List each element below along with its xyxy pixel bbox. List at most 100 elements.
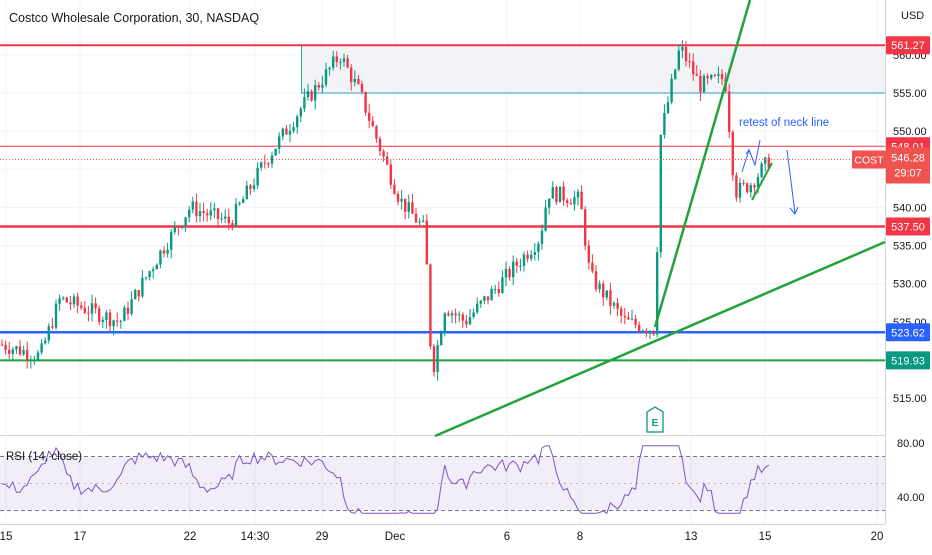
candle-body (288, 130, 292, 135)
candle-body (699, 75, 702, 93)
candle-body (537, 243, 540, 253)
annotations: E (646, 139, 799, 433)
candle-body (735, 175, 738, 198)
candle-body (260, 162, 263, 168)
candle-body (612, 303, 616, 306)
candle-body (627, 317, 630, 320)
price-tick-label: 540.00 (893, 202, 927, 214)
candle-body (659, 134, 662, 253)
candle-body (461, 314, 464, 321)
candle-body (386, 156, 389, 165)
candle-body (256, 167, 259, 186)
candle-body (522, 254, 526, 266)
candle-body (206, 213, 209, 216)
currency-label[interactable]: USD (901, 10, 925, 22)
candle-body (389, 164, 392, 185)
candle-body (602, 283, 605, 298)
candle-body (526, 254, 529, 259)
candle-body (119, 320, 122, 322)
candle-body (4, 344, 7, 351)
candle-body (515, 261, 518, 266)
candle-body (605, 290, 608, 298)
candle-body (148, 271, 151, 278)
candle-body (530, 254, 533, 259)
candle-body (72, 296, 76, 305)
candle-body (497, 288, 500, 294)
candle-body (101, 319, 104, 322)
candle-body (29, 359, 32, 361)
candle-body (360, 83, 364, 92)
candle-body (152, 269, 155, 272)
candle-body (717, 73, 720, 76)
candle-body (33, 359, 36, 361)
candle-body (760, 163, 763, 177)
candle-body (501, 277, 504, 294)
candle-body (252, 185, 256, 189)
candle-body (159, 250, 162, 265)
level-tag-label: 561.27 (891, 40, 925, 52)
candle-body (533, 252, 536, 255)
arrow-up-path (741, 139, 761, 173)
candle-body (465, 320, 468, 325)
candle-body (220, 218, 223, 220)
candle-body (609, 290, 612, 306)
candle-body (141, 277, 144, 297)
candle-body (450, 313, 454, 316)
candle-body (638, 324, 641, 332)
candle-body (242, 199, 245, 203)
candle-body (270, 155, 274, 164)
level-tag-label: 523.62 (891, 327, 925, 339)
candle-body (285, 128, 288, 135)
candle-body (36, 352, 40, 360)
candle-body (227, 216, 230, 224)
annotation-note[interactable]: retest of neck line (739, 117, 830, 129)
candle-body (335, 56, 338, 63)
earnings-marker-icon (646, 406, 664, 433)
candle-body (188, 209, 191, 218)
candle-body (767, 157, 770, 169)
candle-body (692, 61, 695, 75)
candle-body (40, 343, 43, 353)
candle-body (472, 312, 475, 317)
candle-body (364, 91, 367, 113)
candle-body (688, 61, 691, 63)
candle-body (177, 226, 180, 228)
candle-body (483, 296, 486, 301)
candle-body (198, 211, 202, 217)
candle-body (116, 320, 119, 322)
candle-body (62, 297, 65, 299)
candle-body (306, 91, 310, 98)
candle-body (382, 151, 385, 157)
candle-body (332, 56, 335, 68)
candle-body (263, 162, 266, 164)
candle-body (76, 296, 79, 306)
candle-body (83, 307, 86, 313)
candle-body (684, 46, 688, 62)
arrow-up-head (745, 148, 752, 156)
candle-body (353, 78, 356, 83)
rsi-pane[interactable] (0, 437, 885, 524)
candle-body (720, 73, 724, 80)
chart-title[interactable]: Costco Wholesale Corporation, 30, NASDAQ (6, 10, 263, 26)
candle-body (616, 303, 619, 309)
candle-body (544, 207, 547, 231)
candle-body (731, 131, 734, 176)
candle-body (436, 345, 439, 373)
candle-body (623, 315, 626, 318)
candle-body (123, 307, 126, 321)
candle-body (324, 69, 328, 85)
candle-body (216, 208, 220, 220)
candle-body (548, 198, 551, 208)
candle-body (80, 305, 83, 308)
rsi-line (1, 445, 770, 514)
level-tag (886, 351, 930, 370)
candle-body (90, 303, 94, 314)
candle-body (378, 138, 382, 152)
candle-body (425, 220, 428, 265)
rsi-label[interactable]: RSI (14, close) (6, 451, 83, 463)
candle-body (375, 126, 378, 139)
price-tick-label: 550.00 (893, 126, 927, 138)
range-box[interactable] (301, 44, 885, 93)
candle-body (573, 197, 576, 205)
